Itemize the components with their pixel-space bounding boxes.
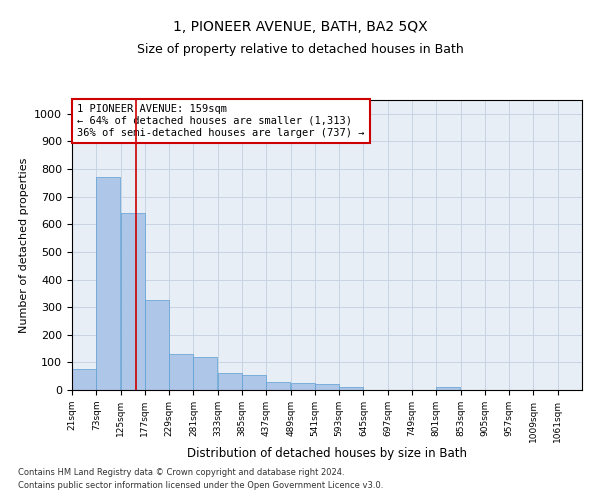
Bar [315,384,339,390]
Bar [339,386,363,390]
Bar [266,382,290,390]
Bar [290,383,314,390]
Bar [193,357,217,390]
Bar [96,178,121,390]
Text: Size of property relative to detached houses in Bath: Size of property relative to detached ho… [137,42,463,56]
Bar [72,370,96,390]
Text: Contains public sector information licensed under the Open Government Licence v3: Contains public sector information licen… [18,480,383,490]
Text: 1 PIONEER AVENUE: 159sqm
← 64% of detached houses are smaller (1,313)
36% of sem: 1 PIONEER AVENUE: 159sqm ← 64% of detach… [77,104,365,138]
Bar [121,213,145,390]
Bar [169,354,193,390]
X-axis label: Distribution of detached houses by size in Bath: Distribution of detached houses by size … [187,448,467,460]
Text: Contains HM Land Registry data © Crown copyright and database right 2024.: Contains HM Land Registry data © Crown c… [18,468,344,477]
Text: 1, PIONEER AVENUE, BATH, BA2 5QX: 1, PIONEER AVENUE, BATH, BA2 5QX [173,20,427,34]
Bar [218,374,242,390]
Y-axis label: Number of detached properties: Number of detached properties [19,158,29,332]
Bar [242,375,266,390]
Bar [145,300,169,390]
Bar [436,386,460,390]
